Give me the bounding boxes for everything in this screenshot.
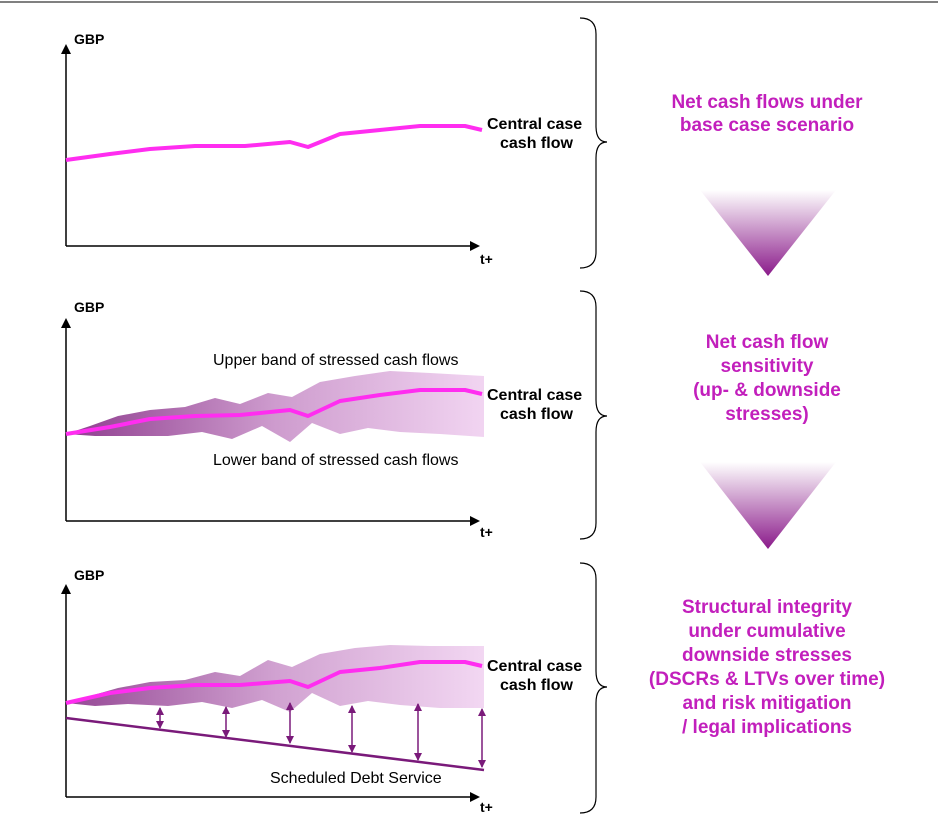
triangle-down-gradient-icon <box>700 462 836 549</box>
description-line: and risk mitigation <box>683 693 852 714</box>
central-case-label-line2: cash flow <box>500 677 573 694</box>
y-axis-label: GBP <box>74 31 104 47</box>
central-case-label-line1: Central case <box>487 387 582 404</box>
y-axis-label: GBP <box>74 299 104 315</box>
upper-band-label: Upper band of stressed cash flows <box>213 352 458 369</box>
x-axis-label: t+ <box>480 799 493 815</box>
lower-band-label: Lower band of stressed cash flows <box>213 452 458 469</box>
description-line: Net cash flow <box>706 332 829 353</box>
panel-1-chart: GBP t+ Central case cash flow <box>61 31 582 267</box>
central-case-line <box>65 388 483 436</box>
description-line: base case scenario <box>680 115 854 136</box>
y-axis-label: GBP <box>74 567 104 583</box>
panel-2-chart: GBP t+ Upper band of stressed cash flows… <box>61 299 582 540</box>
panel-3-chart: GBP t+ Scheduled Debt Service Central ca… <box>61 567 582 815</box>
central-case-label-line1: Central case <box>487 116 582 133</box>
description-line: sensitivity <box>721 356 814 377</box>
description-line: Net cash flows under <box>671 92 863 113</box>
panel-2-description: Net cash flow sensitivity (up- & downsid… <box>693 332 841 425</box>
x-axis-label: t+ <box>480 524 493 540</box>
x-axis-label: t+ <box>480 251 493 267</box>
description-line: / legal implications <box>682 717 852 738</box>
brace-icon <box>579 562 608 814</box>
panel-1-description: Net cash flows under base case scenario <box>671 92 863 136</box>
debt-service-label: Scheduled Debt Service <box>270 770 442 787</box>
central-case-label-line1: Central case <box>487 658 582 675</box>
scheduled-debt-service-line <box>65 716 485 772</box>
central-case-label-line2: cash flow <box>500 406 573 423</box>
panel-3-description: Structural integrity under cumulative do… <box>649 597 885 738</box>
brace-icon <box>579 290 608 540</box>
central-case-line <box>65 660 483 705</box>
brace-icon <box>579 17 608 269</box>
description-line: Structural integrity <box>682 597 852 618</box>
description-line: downside stresses <box>682 645 852 666</box>
description-line: (DSCRs & LTVs over time) <box>649 669 885 690</box>
downside-stress-band <box>66 645 484 712</box>
description-line: stresses) <box>725 404 808 425</box>
triangle-down-gradient-icon <box>700 190 836 276</box>
central-case-line <box>65 124 483 162</box>
stressed-band <box>66 371 484 442</box>
description-line: (up- & downside <box>693 380 841 401</box>
central-case-label-line2: cash flow <box>500 135 573 152</box>
description-line: under cumulative <box>688 621 845 642</box>
